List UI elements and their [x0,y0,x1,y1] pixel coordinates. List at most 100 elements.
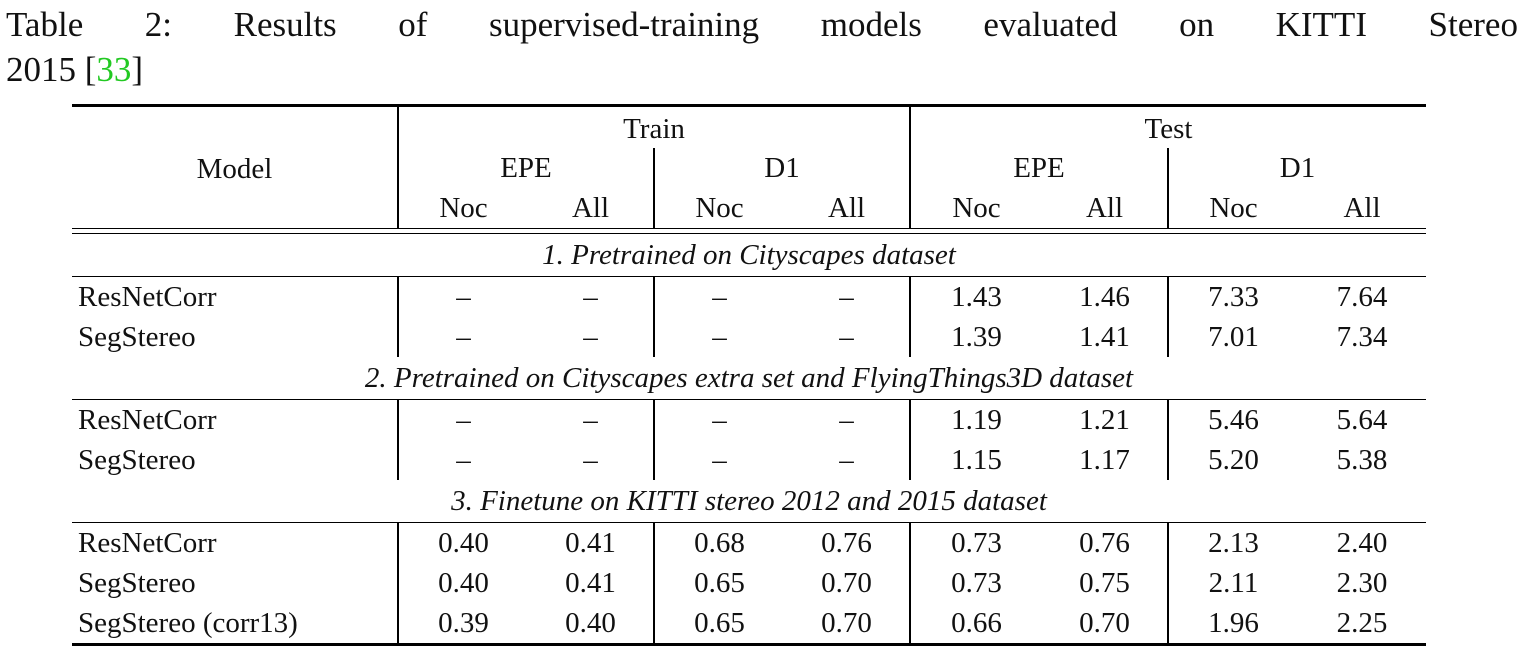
value-cell: 0.68 [653,522,784,563]
value-cell: 1.21 [1079,403,1130,436]
value-cell: 0.70 [1079,606,1130,639]
value-cell: – [839,320,854,353]
section-header-row: 1. Pretrained on Cityscapes dataset [72,233,1426,277]
value-cell: – [839,280,854,313]
sub-header: All [571,191,610,224]
sub-header: Noc [909,188,1042,229]
header-row-sub: Noc All Noc All Noc All Noc All [72,188,1426,229]
value-cell: 0.65 [653,603,784,645]
sub-header: All [827,191,866,224]
value-cell: – [397,399,528,440]
sub-header: Noc [653,188,784,229]
caption-word: supervised-training [488,5,760,44]
value-cell: 5.38 [1336,443,1388,476]
value-cell: 2.25 [1336,606,1388,639]
value-cell: 0.66 [909,603,1042,645]
value-cell: 5.64 [1336,403,1388,436]
value-cell: 0.73 [909,522,1042,563]
caption-word: of [398,5,428,44]
value-cell: 0.76 [1079,526,1130,559]
train-header: Train [397,107,910,148]
table-caption: Table 2: Results of supervised-training model… [6,2,1518,92]
train-epe-header: EPE [397,148,654,188]
value-cell: 7.33 [1167,276,1298,317]
value-cell: 2.11 [1167,563,1298,603]
table-row: SegStereo (corr13) 0.39 0.40 0.65 0.70 0.66 0.… [72,603,1426,645]
caption-word: 2: [144,5,173,44]
test-epe-header: EPE [909,148,1168,188]
model-name-cell: SegStereo [78,443,196,476]
section-title: 2. Pretrained on Cityscapes extra set an… [72,357,1426,400]
value-cell: 0.75 [1079,566,1130,599]
sub-header: Noc [1167,188,1298,229]
table-row: SegStereo – – – – 1.39 1.41 7.01 7.34 [72,317,1426,357]
value-cell: 1.96 [1167,603,1298,645]
value-cell: – [397,276,528,317]
value-cell: – [583,280,598,313]
header-double-rule [72,228,1426,234]
model-name-cell: ResNetCorr [78,526,217,559]
value-cell: 0.39 [397,603,528,645]
value-cell: – [653,276,784,317]
model-name-cell: ResNetCorr [78,280,217,313]
value-cell: – [653,317,784,357]
value-cell: 2.13 [1167,522,1298,563]
section-title: 1. Pretrained on Cityscapes dataset [72,233,1426,277]
train-d1-header: D1 [653,148,910,188]
value-cell: – [583,320,598,353]
table-row: SegStereo 0.40 0.41 0.65 0.70 0.73 0.75 2.11 2.3… [72,563,1426,603]
model-name-cell: ResNetCorr [78,403,217,436]
citation-link[interactable]: 33 [96,50,132,89]
value-cell: 1.19 [909,399,1042,440]
top-rule [72,104,1426,108]
caption-word: KITTI [1275,5,1367,44]
value-cell: 5.46 [1167,399,1298,440]
value-cell: 1.41 [1079,320,1130,353]
caption-word: Table [6,5,84,44]
value-cell: 0.40 [397,563,528,603]
value-cell: 0.65 [653,563,784,603]
value-cell: 0.41 [565,526,616,559]
table-row: SegStereo – – – – 1.15 1.17 5.20 5.38 [72,440,1426,480]
table-row: ResNetCorr – – – – 1.43 1.46 7.33 7.64 [72,276,1426,317]
value-cell: 1.17 [1079,443,1130,476]
value-cell: 0.76 [821,526,872,559]
value-cell: 0.73 [909,563,1042,603]
value-cell: – [397,440,528,480]
caption-year: 2015 [ [6,50,97,89]
value-cell: 7.34 [1336,320,1388,353]
header-row-metric: EPE D1 EPE D1 [72,148,1426,188]
caption-word: on [1179,5,1215,44]
value-cell: 1.15 [909,440,1042,480]
value-cell: – [583,403,598,436]
bottom-rule [72,643,1426,647]
model-name-cell: SegStereo (corr13) [78,606,298,639]
sub-header: All [1343,191,1381,224]
results-table: Model Train Test EPE D1 EPE D1 Noc All N… [72,104,1426,647]
model-name-cell: SegStereo [78,566,196,599]
value-cell: – [397,317,528,357]
value-cell: 0.40 [565,606,616,639]
value-cell: 5.20 [1167,440,1298,480]
model-name-cell: SegStereo [78,320,196,353]
value-cell: 2.30 [1336,566,1388,599]
value-cell: 0.70 [821,566,872,599]
caption-word: Results [233,5,337,44]
test-header: Test [909,107,1426,148]
header-row-group: Model Train Test [72,107,1426,183]
table-row: ResNetCorr – – – – 1.19 1.21 5.46 5.64 [72,399,1426,440]
table-row: ResNetCorr 0.40 0.41 0.68 0.76 0.73 0.76 2.13 2.… [72,522,1426,563]
value-cell: 1.39 [909,317,1042,357]
caption-bracket: ] [131,50,144,89]
caption-word: models [820,5,922,44]
caption-word: evaluated [983,5,1118,44]
caption-line-2: 2015 [33] [6,47,1518,92]
value-cell: 1.46 [1079,280,1130,313]
value-cell: 1.43 [909,276,1042,317]
value-cell: 0.40 [397,522,528,563]
model-column-header: Model [196,153,273,185]
value-cell: 7.64 [1336,280,1388,313]
caption-word: Stereo [1428,5,1518,44]
value-cell: – [583,443,598,476]
value-cell: – [839,403,854,436]
